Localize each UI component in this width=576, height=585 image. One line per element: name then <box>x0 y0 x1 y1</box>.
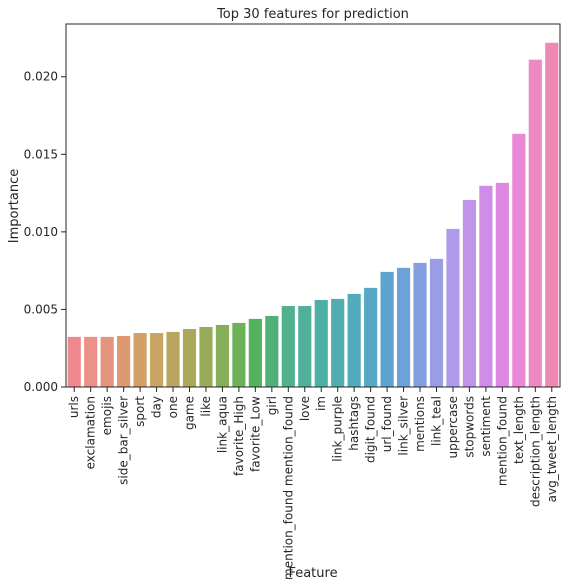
chart-title: Top 30 features for prediction <box>216 7 409 22</box>
bar-mention_found-mention_found <box>281 306 295 387</box>
y-tick-label: 0.010 <box>24 225 58 239</box>
bar-day <box>149 333 164 387</box>
bar-hashtags <box>347 293 361 387</box>
bar-digit_found <box>364 287 378 387</box>
bar-im <box>314 299 328 387</box>
bar-link_silver <box>396 267 411 387</box>
x-tick-label: girl <box>265 396 279 415</box>
x-tick-label: mentions <box>413 396 427 452</box>
bar-girl <box>265 315 279 387</box>
x-tick-label: sentiment <box>479 396 493 457</box>
bar-uppercase <box>446 228 460 387</box>
x-tick-label: game <box>183 396 197 430</box>
x-tick-label: exclamation <box>84 396 98 469</box>
bar-mentions <box>413 262 427 387</box>
x-tick-label: side_bar_silver <box>117 396 131 485</box>
bar-avg_tweet_length <box>545 42 559 388</box>
y-axis-label: Importance <box>7 169 22 244</box>
bars-group <box>67 42 559 388</box>
y-axis: 0.000 0.005 0.010 0.015 0.020 <box>24 70 66 394</box>
x-tick-label: one <box>166 396 180 418</box>
x-tick-label: day <box>150 396 164 418</box>
x-tick-label: like <box>199 396 213 417</box>
x-tick-label: uppercase <box>446 396 460 458</box>
x-tick-label: link_aqua <box>215 396 229 453</box>
x-tick-label: link_silver <box>397 396 411 456</box>
x-tick-label: mention_found mention_found <box>281 396 295 580</box>
x-tick-label: sport <box>133 396 147 427</box>
bar-emojis <box>100 336 114 387</box>
x-tick-label: stopwords <box>462 396 476 458</box>
bar-url_found <box>380 271 394 387</box>
x-axis-label: Feature <box>288 566 337 581</box>
bar-description_length <box>528 59 542 388</box>
x-tick-label: digit_found <box>364 396 378 463</box>
x-tick-label: mention_found <box>495 396 509 486</box>
x-tick-label: url_found <box>380 396 394 452</box>
x-tick-label: hashtags <box>347 396 361 451</box>
bar-text_length <box>512 133 526 387</box>
x-tick-label: link_teal <box>430 396 444 446</box>
bar-favorite_Low <box>248 318 262 387</box>
bar-favorite_High <box>232 322 246 387</box>
x-tick-label: text_length <box>512 396 526 464</box>
bar-like <box>199 326 213 387</box>
bar-mention_found <box>495 182 509 387</box>
bar-sport <box>133 333 147 387</box>
x-tick-label: love <box>298 396 312 421</box>
bar-link_purple <box>331 298 345 387</box>
bar-urls <box>67 336 81 387</box>
x-tick-label: favorite_Low <box>248 396 262 472</box>
x-tick-label: im <box>314 396 328 411</box>
bar-love <box>298 306 312 387</box>
plot-area-frame <box>65 23 561 388</box>
bar-link_aqua <box>215 324 230 387</box>
y-tick-label: 0.020 <box>24 70 58 84</box>
x-axis: urls exclamation emojis side_bar_silver spor… <box>67 387 559 580</box>
bar-sentiment <box>479 185 493 387</box>
x-tick-label: urls <box>67 396 81 418</box>
x-tick-label: favorite_High <box>232 396 246 476</box>
y-tick-label: 0.005 <box>24 302 58 316</box>
x-tick-label: emojis <box>100 396 114 435</box>
x-tick-label: avg_tweet_length <box>545 396 559 502</box>
bar-game <box>182 328 197 387</box>
bar-link_teal <box>429 258 444 387</box>
bar-stopwords <box>462 199 477 387</box>
bar-side_bar_silver <box>117 335 131 387</box>
x-tick-label: link_purple <box>331 396 345 462</box>
bar-one <box>166 331 180 387</box>
bar-exclamation <box>84 336 98 387</box>
x-tick-label: description_length <box>528 396 542 507</box>
y-tick-label: 0.015 <box>24 147 58 161</box>
y-tick-label: 0.000 <box>24 380 58 394</box>
